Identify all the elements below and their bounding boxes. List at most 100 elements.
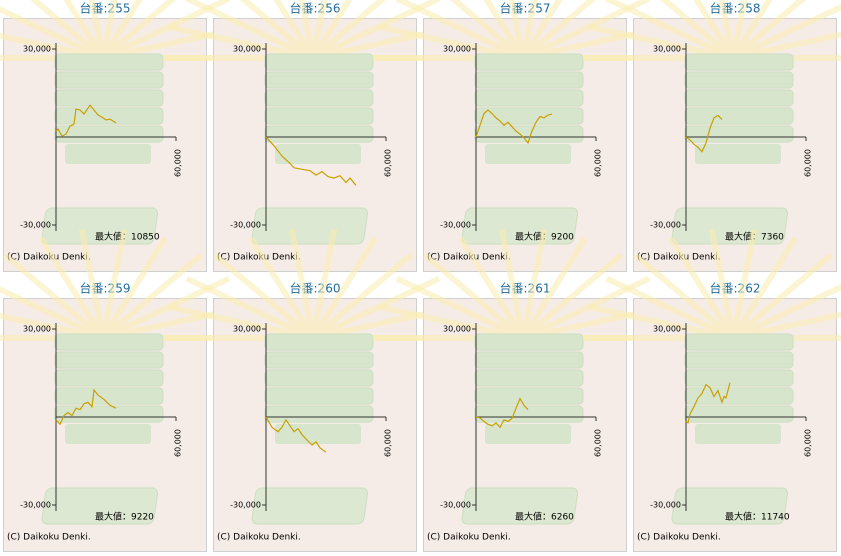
- tray-shape: [264, 125, 374, 143]
- y-tick-label: 30,000: [23, 325, 51, 334]
- x-tick-label: 60,000: [384, 429, 393, 457]
- tray-shape: [485, 424, 571, 444]
- x-tick-label: 60,000: [384, 149, 393, 177]
- tray-shape: [54, 89, 164, 107]
- copyright: (C) Daikoku Denki.: [7, 533, 91, 543]
- y-tick-label: -30,000: [230, 501, 261, 510]
- light-ray: [38, 236, 106, 340]
- y-tick-label: -30,000: [440, 501, 471, 510]
- tray-shape: [474, 351, 584, 369]
- chart-title: 台番:255: [80, 1, 131, 16]
- copyright: (C) Daikoku Denki.: [427, 253, 511, 263]
- light-ray: [310, 0, 353, 60]
- tray-shape: [54, 53, 164, 71]
- data-line: [685, 382, 731, 424]
- tray-shape: [474, 333, 584, 351]
- data-line: [475, 397, 529, 429]
- tray-shape: [461, 207, 579, 245]
- tray-shape: [264, 405, 374, 423]
- copyright: (C) Daikoku Denki.: [217, 253, 301, 263]
- light-ray: [718, 0, 736, 59]
- data-line: [265, 416, 327, 453]
- data-line: [55, 104, 117, 137]
- tray-shape: [474, 89, 584, 107]
- light-ray: [605, 0, 735, 61]
- tray-shape: [54, 387, 164, 405]
- tray-shape: [264, 107, 374, 125]
- chart-panel: 台番:256 30,000 -30,000 60,000 (C) Daikoku Den…: [163, 0, 463, 272]
- tray-shape: [671, 487, 789, 525]
- light-ray: [378, 304, 524, 341]
- light-ray: [521, 252, 624, 341]
- background-art: [163, 0, 463, 245]
- light-ray: [395, 0, 525, 61]
- chart-title: 台番:257: [500, 1, 551, 16]
- light-ray: [78, 228, 106, 339]
- light-ray: [100, 236, 168, 340]
- light-ray: [521, 0, 597, 61]
- light-ray: [0, 6, 105, 61]
- light-ray: [659, 0, 735, 61]
- background-art: [583, 228, 841, 525]
- chart-title: 台番:260: [290, 281, 341, 296]
- tray-shape: [474, 387, 584, 405]
- x-tick-label: 60,000: [594, 149, 603, 177]
- light-ray: [101, 252, 204, 341]
- light-ray: [185, 0, 315, 61]
- light-ray: [101, 0, 177, 61]
- light-ray: [100, 228, 128, 339]
- copyright: (C) Daikoku Denki.: [7, 253, 91, 263]
- tray-shape: [684, 53, 794, 71]
- light-ray: [422, 252, 525, 341]
- max-value-note: 最大値：11740: [725, 511, 790, 523]
- x-tick-label: 60,000: [804, 149, 813, 177]
- chart-title: 台番:259: [80, 281, 131, 296]
- light-ray: [310, 228, 338, 339]
- tray-shape: [264, 333, 374, 351]
- x-tick-label: 60,000: [594, 429, 603, 457]
- light-ray: [520, 0, 538, 59]
- light-ray: [730, 0, 748, 59]
- tray-shape: [54, 71, 164, 89]
- x-tick-label: 60,000: [174, 429, 183, 457]
- y-tick-label: -30,000: [650, 501, 681, 510]
- max-value-note: 最大値：9220: [95, 511, 154, 523]
- light-ray: [483, 0, 526, 60]
- copyright: (C) Daikoku Denki.: [217, 533, 301, 543]
- light-ray: [273, 0, 316, 60]
- copyright: (C) Daikoku Denki.: [427, 533, 511, 543]
- y-tick-label: -30,000: [20, 501, 51, 510]
- light-ray: [520, 0, 563, 60]
- light-ray: [0, 286, 105, 341]
- y-tick-label: 30,000: [23, 45, 51, 54]
- tray-shape: [275, 144, 361, 164]
- y-tick-label: -30,000: [20, 221, 51, 230]
- tray-shape: [54, 107, 164, 125]
- light-ray: [730, 236, 798, 340]
- light-ray: [498, 228, 526, 339]
- tray-shape: [684, 125, 794, 143]
- max-value-note: 最大値：10850: [95, 231, 160, 243]
- light-ray: [100, 0, 143, 60]
- data-line: [265, 136, 357, 186]
- tray-shape: [54, 405, 164, 423]
- light-ray: [63, 0, 106, 60]
- light-ray: [588, 24, 734, 61]
- tray-shape: [684, 71, 794, 89]
- light-ray: [520, 236, 588, 340]
- y-tick-label: 30,000: [233, 45, 261, 54]
- data-line: [475, 109, 553, 145]
- tray-shape: [275, 424, 361, 444]
- light-ray: [2, 252, 105, 341]
- tray-shape: [461, 487, 579, 525]
- y-tick-label: -30,000: [440, 221, 471, 230]
- chart-title: 台番:261: [500, 281, 551, 296]
- light-ray: [239, 0, 315, 61]
- tray-shape: [264, 71, 374, 89]
- tray-shape: [264, 89, 374, 107]
- tray-shape: [264, 351, 374, 369]
- tray-shape: [684, 387, 794, 405]
- tray-shape: [684, 351, 794, 369]
